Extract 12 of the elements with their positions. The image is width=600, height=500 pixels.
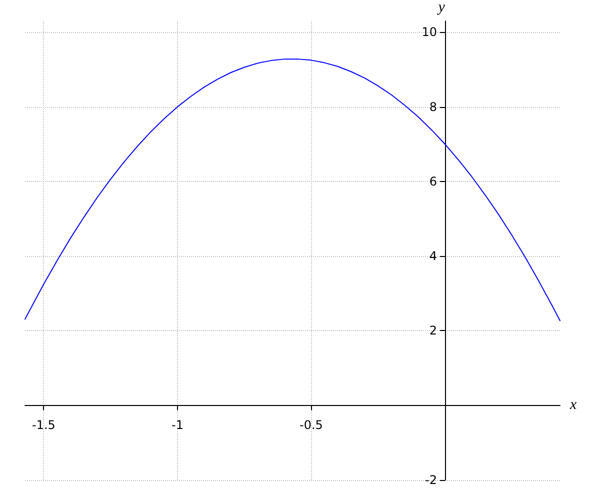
x-axis-title: x <box>569 397 577 414</box>
x-tick-label: -1 <box>171 418 184 432</box>
x-tick-label: -0.5 <box>300 418 323 432</box>
y-tick-label: 4 <box>429 249 437 264</box>
y-axis-title: y <box>436 0 446 16</box>
y-tick-label: 6 <box>429 174 437 188</box>
y-tick-label: 10 <box>422 25 437 40</box>
line-series <box>24 58 560 322</box>
x-tick-label: -1.5 <box>32 418 56 432</box>
y-tick-label: 8 <box>429 100 437 114</box>
y-tick-label: 2 <box>429 324 437 338</box>
y-tick-label: -2 <box>425 473 437 487</box>
